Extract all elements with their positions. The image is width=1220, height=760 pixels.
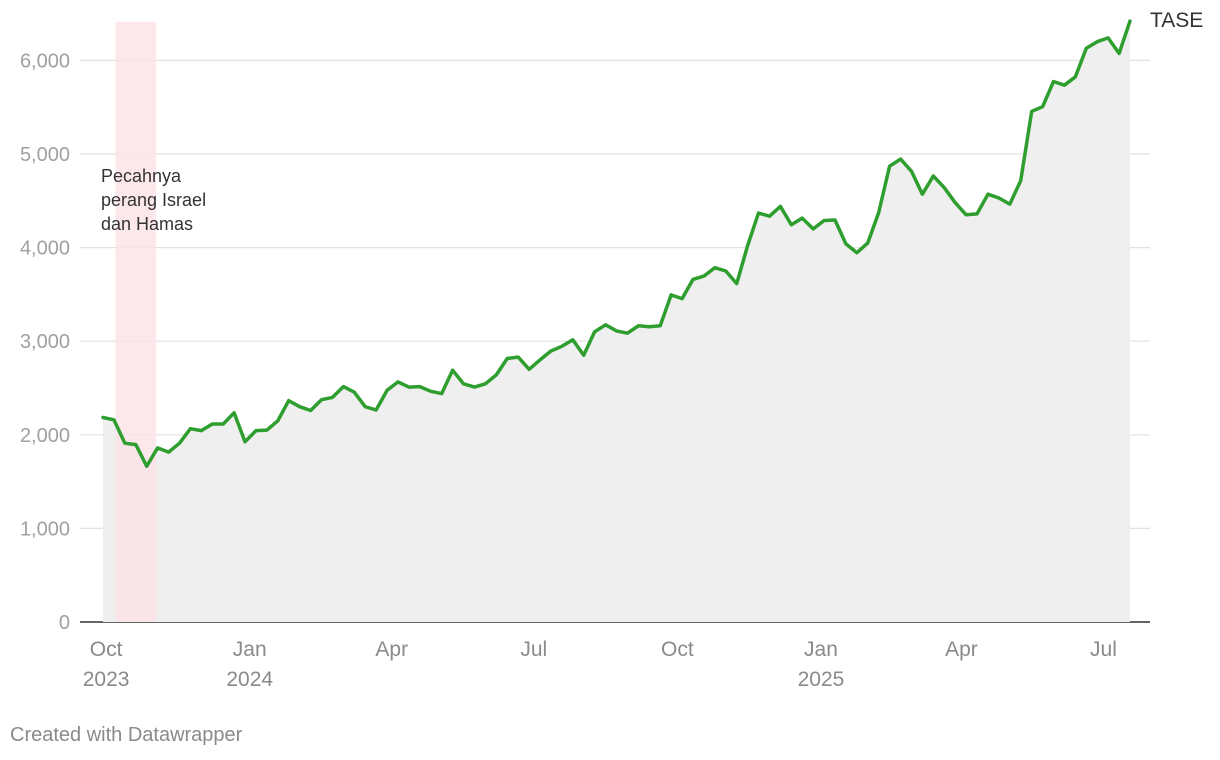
- x-tick-year-label: 2023: [83, 668, 130, 691]
- y-tick-label: 5,000: [20, 144, 70, 166]
- highlight-layer: [115, 22, 157, 622]
- tase-chart: 0 1,000 2,000 3,000 4,000 5,000 6,000 Oct 2023 J…: [20, 9, 1203, 691]
- x-axis: Oct 2023 Jan 2024 Apr Jul Oct Jan 2025 Apr Jul: [83, 638, 1117, 691]
- y-axis: 0 1,000 2,000 3,000 4,000 5,000 6,000: [20, 50, 70, 634]
- x-tick-label: Jan: [233, 638, 267, 661]
- x-tick-label: Jul: [520, 638, 547, 661]
- line-layer: [101, 19, 1132, 468]
- y-tick-label: 4,000: [20, 238, 70, 260]
- y-tick-label: 0: [59, 612, 70, 634]
- x-tick-label: Apr: [375, 638, 408, 661]
- x-tick-label: Apr: [945, 638, 978, 661]
- annotation-line: perang Israel: [101, 190, 206, 210]
- labels: TASE Pecahnya perang Israel dan Hamas: [101, 9, 1203, 234]
- war-highlight-band: [115, 22, 157, 622]
- annotation-line: Pecahnya: [101, 166, 182, 186]
- series-area: [103, 21, 1130, 623]
- area-layer: [103, 21, 1130, 623]
- y-tick-label: 3,000: [20, 331, 70, 353]
- x-tick-label: Jul: [1090, 638, 1117, 661]
- y-tick-label: 6,000: [20, 50, 70, 72]
- x-tick-label: Jan: [804, 638, 838, 661]
- annotation-line: dan Hamas: [101, 214, 193, 234]
- series-line-tase: [101, 19, 1132, 468]
- credit-text: Created with Datawrapper: [10, 724, 243, 746]
- series-label-tase: TASE: [1150, 9, 1203, 32]
- x-tick-year-label: 2025: [798, 668, 845, 691]
- x-tick-label: Oct: [90, 638, 123, 661]
- y-tick-label: 1,000: [20, 518, 70, 540]
- x-tick-year-label: 2024: [226, 668, 273, 691]
- x-tick-label: Oct: [661, 638, 694, 661]
- y-tick-label: 2,000: [20, 425, 70, 447]
